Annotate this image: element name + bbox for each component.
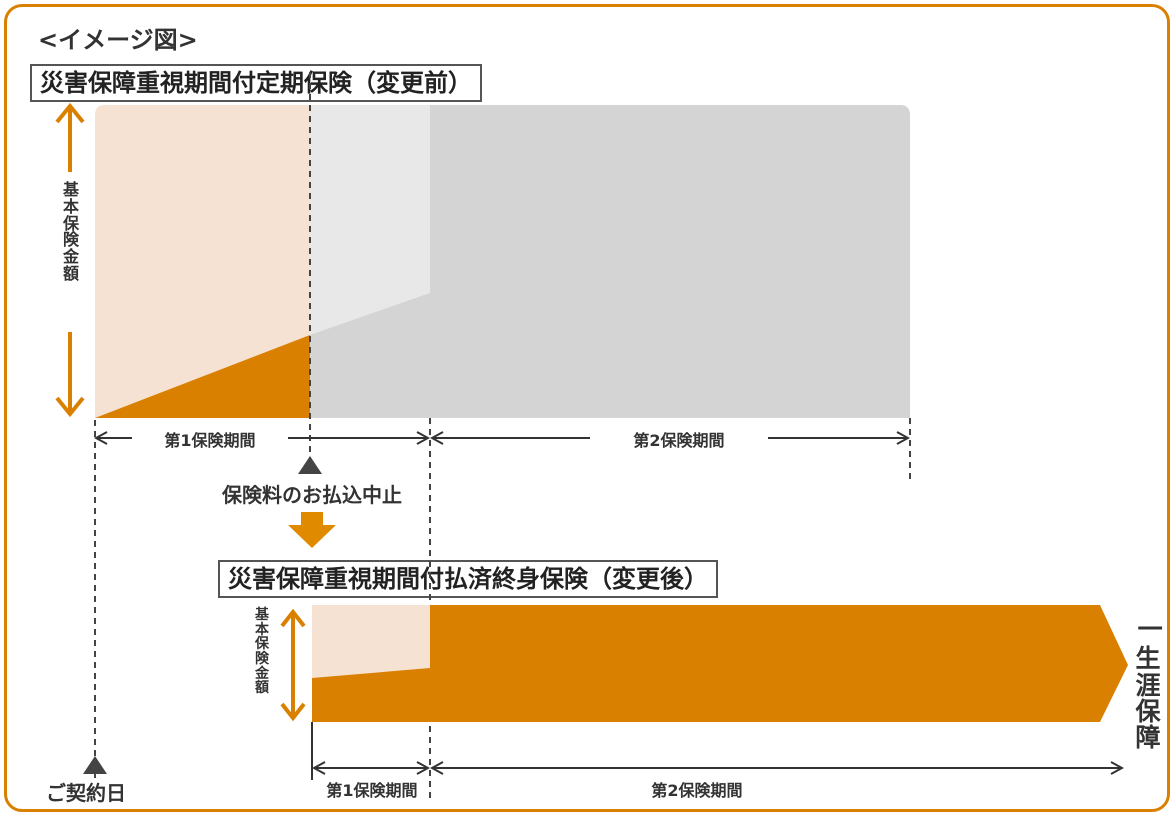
after-amount-arrow xyxy=(280,608,306,722)
image-heading: <イメージ図> xyxy=(38,26,198,54)
contract-date-marker xyxy=(83,756,107,774)
before-period2-label: 第2保険期間 xyxy=(633,431,724,450)
stop-label: 保険料のお払込中止 xyxy=(221,483,402,507)
after-orange-wedge xyxy=(312,668,430,722)
before-period1-label: 第1保険期間 xyxy=(164,431,255,450)
lifetime-label: 一生涯保障 xyxy=(1134,616,1164,752)
after-amount-label: 基本保険金額 xyxy=(255,607,269,697)
after-period1-label: 第1保険期間 xyxy=(326,781,417,800)
change-down-arrow xyxy=(288,512,336,548)
stop-marker xyxy=(298,456,322,474)
after-title: 災害保障重視期間付払済終身保険（変更後） xyxy=(218,560,718,598)
before-orange-wedge xyxy=(95,335,310,418)
contract-date-label: ご契約日 xyxy=(46,781,126,805)
before-title: 災害保障重視期間付定期保険（変更前） xyxy=(30,64,482,102)
before-amount-arrow xyxy=(55,102,85,418)
before-amount-label: 基本保険金額 xyxy=(62,180,79,283)
after-orange-area xyxy=(430,605,1128,722)
before-light-orange-area xyxy=(95,105,310,418)
before-gray-area xyxy=(430,105,910,418)
diagram-frame xyxy=(4,4,1170,812)
before-gray-wedge xyxy=(310,293,430,418)
after-period2-label: 第2保険期間 xyxy=(651,781,742,800)
